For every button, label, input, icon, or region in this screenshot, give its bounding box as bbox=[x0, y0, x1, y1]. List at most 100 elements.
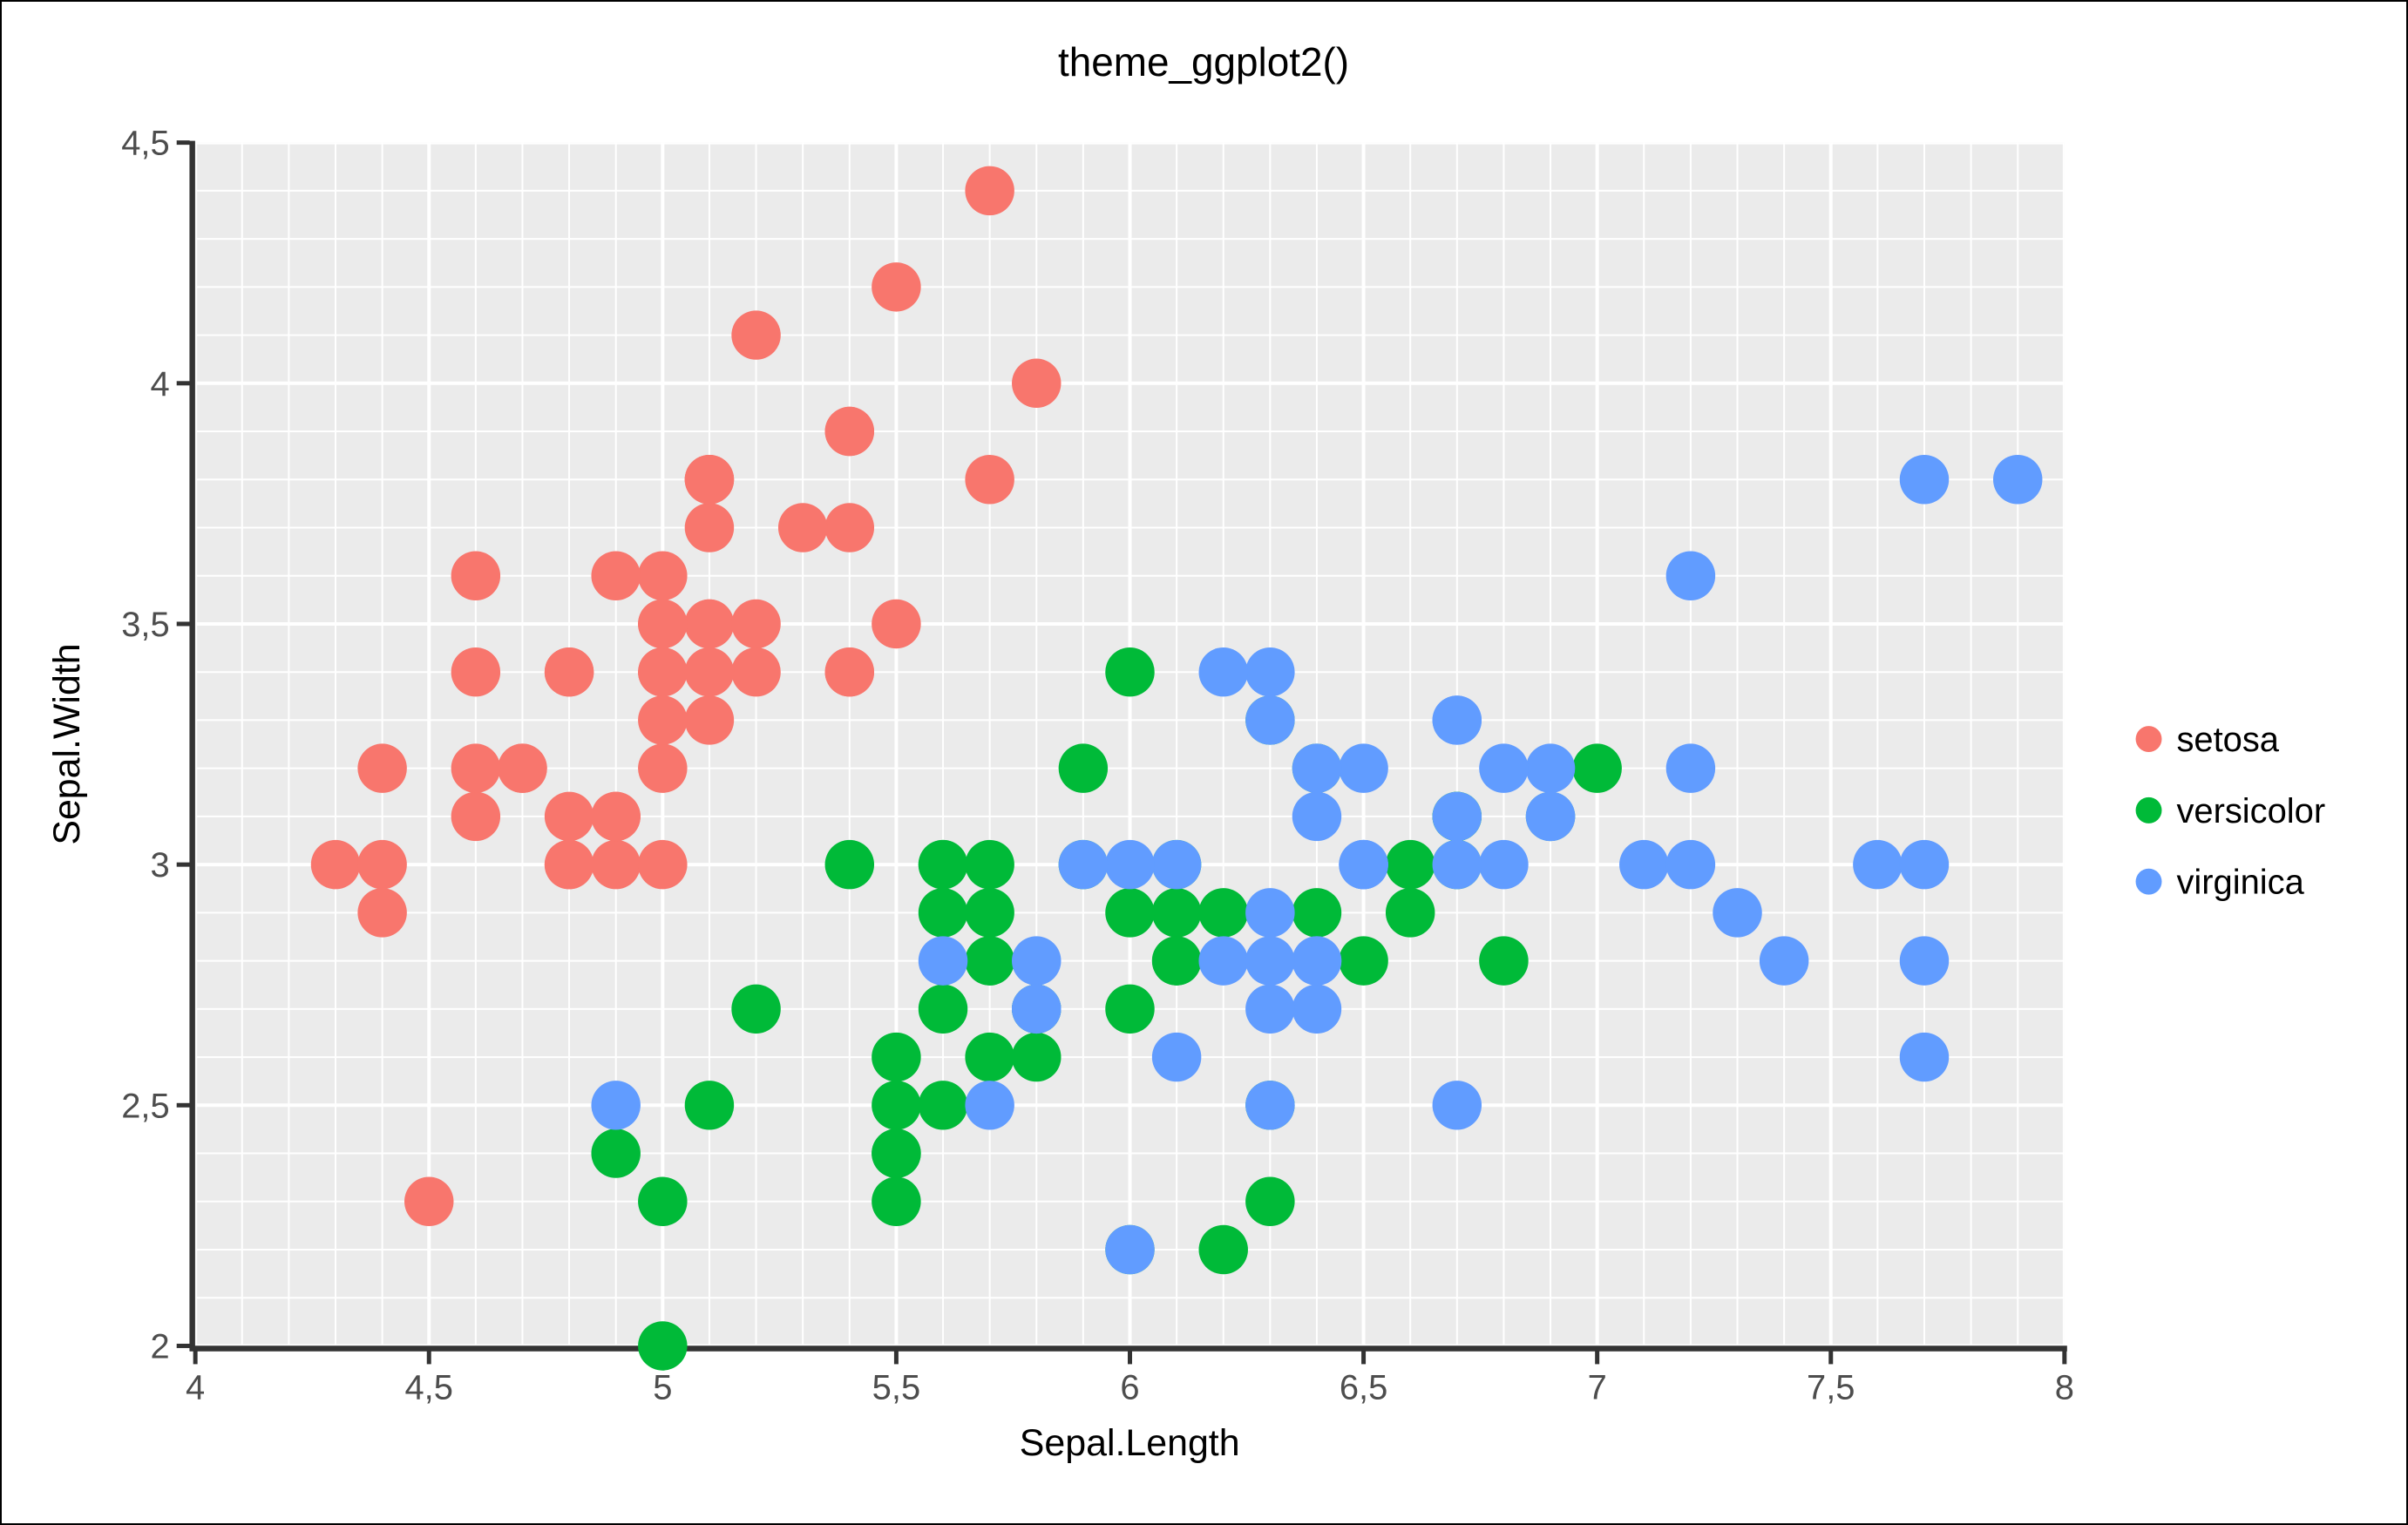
data-point-virginica bbox=[1245, 888, 1295, 938]
data-point-setosa bbox=[544, 647, 594, 697]
data-point-virginica bbox=[1292, 743, 1342, 793]
data-point-virginica bbox=[1339, 839, 1388, 890]
data-point-setosa bbox=[872, 262, 921, 312]
data-point-versicolor bbox=[872, 1128, 921, 1178]
data-point-setosa bbox=[451, 743, 501, 793]
legend-item-setosa: setosa bbox=[2135, 721, 2280, 759]
data-point-versicolor bbox=[1198, 1224, 1248, 1275]
data-point-setosa bbox=[544, 791, 594, 842]
data-point-setosa bbox=[684, 503, 735, 552]
data-point-virginica bbox=[1853, 839, 1903, 890]
legend-item-versicolor: versicolor bbox=[2135, 792, 2325, 830]
data-point-setosa bbox=[404, 1176, 454, 1227]
data-point-setosa bbox=[638, 647, 688, 697]
data-point-versicolor bbox=[965, 888, 1014, 938]
data-point-versicolor bbox=[1012, 1032, 1062, 1082]
data-point-virginica bbox=[1012, 936, 1062, 986]
data-point-versicolor bbox=[965, 839, 1014, 890]
data-point-virginica bbox=[1432, 1081, 1482, 1130]
data-point-virginica bbox=[591, 1081, 641, 1130]
y-tick-label: 4 bbox=[151, 365, 170, 403]
data-point-versicolor bbox=[638, 1176, 688, 1227]
data-point-setosa bbox=[310, 839, 361, 890]
data-point-virginica bbox=[1432, 839, 1482, 890]
y-axis-title: Sepal.Width bbox=[46, 643, 88, 844]
data-point-virginica bbox=[1432, 695, 1482, 745]
data-point-versicolor bbox=[965, 936, 1014, 986]
data-point-setosa bbox=[965, 166, 1014, 216]
data-point-setosa bbox=[638, 599, 688, 649]
data-point-virginica bbox=[1245, 1081, 1295, 1130]
data-point-virginica bbox=[1899, 936, 1950, 986]
data-point-versicolor bbox=[638, 1321, 688, 1371]
data-point-setosa bbox=[357, 743, 407, 793]
data-point-virginica bbox=[1899, 1032, 1950, 1082]
x-tick-label: 4 bbox=[186, 1368, 205, 1406]
data-point-virginica bbox=[1245, 936, 1295, 986]
legend-item-virginica: virginica bbox=[2135, 864, 2305, 902]
data-points-layer bbox=[310, 166, 2043, 1371]
x-tick-label: 6,5 bbox=[1340, 1368, 1387, 1406]
data-point-versicolor bbox=[1292, 888, 1342, 938]
data-point-virginica bbox=[1198, 647, 1248, 697]
data-point-versicolor bbox=[1105, 984, 1155, 1034]
data-point-setosa bbox=[591, 551, 641, 600]
data-point-virginica bbox=[1151, 839, 1202, 890]
data-point-setosa bbox=[731, 647, 781, 697]
x-tick-label: 6 bbox=[1120, 1368, 1139, 1406]
data-point-versicolor bbox=[1385, 839, 1435, 890]
data-point-virginica bbox=[1899, 839, 1950, 890]
x-tick-label: 5,5 bbox=[872, 1368, 920, 1406]
data-point-virginica bbox=[1058, 839, 1109, 890]
data-point-versicolor bbox=[1058, 743, 1109, 793]
data-point-setosa bbox=[872, 599, 921, 649]
data-point-versicolor bbox=[1479, 936, 1529, 986]
chart-title: theme_ggplot2() bbox=[1058, 39, 1349, 85]
data-point-versicolor bbox=[1385, 888, 1435, 938]
data-point-versicolor bbox=[1151, 936, 1202, 986]
data-point-setosa bbox=[684, 599, 735, 649]
data-point-virginica bbox=[1151, 1032, 1202, 1082]
data-point-virginica bbox=[1525, 791, 1576, 842]
data-point-versicolor bbox=[918, 888, 968, 938]
data-point-virginica bbox=[1245, 647, 1295, 697]
data-point-virginica bbox=[1665, 743, 1716, 793]
data-point-setosa bbox=[638, 695, 688, 745]
data-point-virginica bbox=[1899, 455, 1950, 505]
data-point-setosa bbox=[357, 839, 407, 890]
data-point-setosa bbox=[591, 791, 641, 842]
data-point-versicolor bbox=[965, 1032, 1014, 1082]
data-point-versicolor bbox=[872, 1032, 921, 1082]
data-point-setosa bbox=[638, 839, 688, 890]
data-point-versicolor bbox=[872, 1081, 921, 1130]
data-point-versicolor bbox=[731, 984, 781, 1034]
data-point-setosa bbox=[965, 455, 1014, 505]
data-point-virginica bbox=[1292, 791, 1342, 842]
data-point-virginica bbox=[1479, 839, 1529, 890]
data-point-virginica bbox=[1339, 743, 1388, 793]
x-tick-label: 4,5 bbox=[405, 1368, 453, 1406]
data-point-virginica bbox=[1432, 791, 1482, 842]
legend-swatch-versicolor bbox=[2135, 796, 2162, 824]
data-point-setosa bbox=[777, 503, 828, 552]
data-point-versicolor bbox=[1339, 936, 1388, 986]
data-point-virginica bbox=[1105, 839, 1155, 890]
legend-label-versicolor: versicolor bbox=[2176, 792, 2325, 830]
data-point-versicolor bbox=[918, 984, 968, 1034]
data-point-setosa bbox=[824, 503, 875, 552]
data-point-setosa bbox=[638, 743, 688, 793]
data-point-versicolor bbox=[918, 1081, 968, 1130]
x-tick-label: 5 bbox=[653, 1368, 672, 1406]
data-point-virginica bbox=[1105, 1224, 1155, 1275]
data-point-virginica bbox=[1292, 936, 1342, 986]
data-point-versicolor bbox=[1198, 888, 1248, 938]
data-point-virginica bbox=[1245, 695, 1295, 745]
data-point-virginica bbox=[918, 936, 968, 986]
y-tick-label: 2 bbox=[151, 1327, 170, 1366]
data-point-virginica bbox=[1245, 984, 1295, 1034]
legend-label-virginica: virginica bbox=[2176, 864, 2304, 902]
data-point-virginica bbox=[1713, 888, 1762, 938]
data-point-virginica bbox=[1759, 936, 1809, 986]
